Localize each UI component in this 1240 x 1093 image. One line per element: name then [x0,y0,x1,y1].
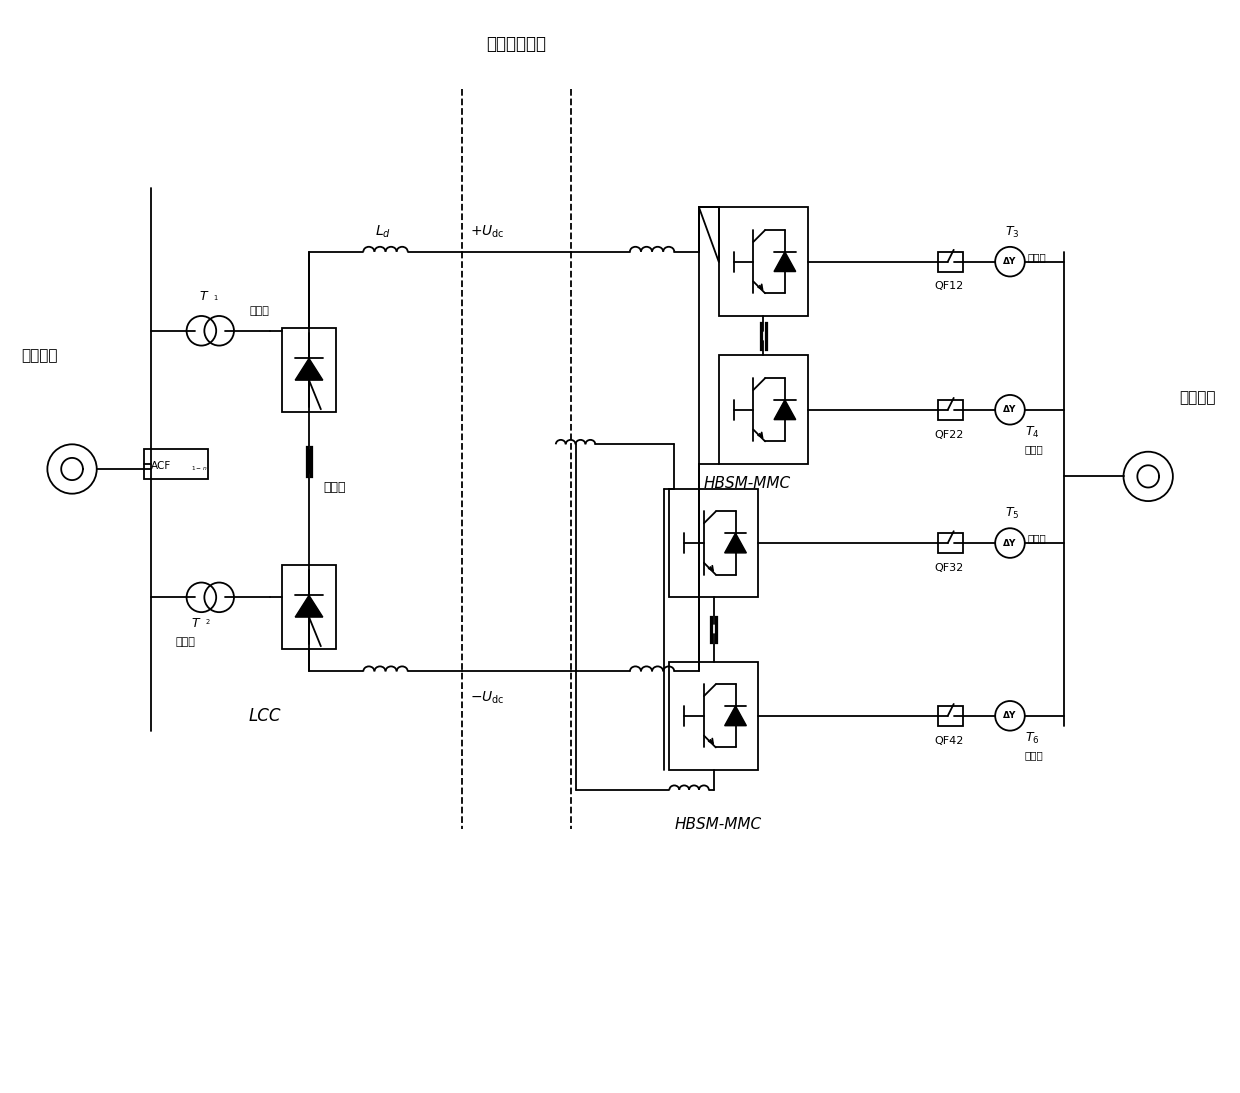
Text: 交流系统: 交流系统 [21,348,58,363]
Text: QF32: QF32 [934,563,963,573]
Text: QF42: QF42 [934,736,963,745]
Text: T: T [192,618,200,630]
Polygon shape [724,533,746,553]
Text: HBSM-MMC: HBSM-MMC [675,816,761,832]
Text: HBSM-MMC: HBSM-MMC [704,477,791,492]
Bar [939,706,963,726]
Text: $-U_{\rm dc}$: $-U_{\rm dc}$ [470,690,505,706]
Text: T$_3$: T$_3$ [1006,225,1019,240]
Bar [670,489,758,598]
Bar [719,208,807,316]
Text: ACF: ACF [151,461,171,471]
Bar [939,533,963,553]
Text: T: T [200,290,207,303]
Text: $\mathit{L}_d$: $\mathit{L}_d$ [374,224,391,240]
Text: $_{1-n}$: $_{1-n}$ [191,465,207,473]
Text: ΔY: ΔY [1003,539,1017,548]
Text: 换流变: 换流变 [1028,251,1047,261]
Bar [719,355,807,465]
Text: ΔY: ΔY [1003,712,1017,720]
Bar [939,251,963,271]
Text: 交流系统: 交流系统 [1179,390,1215,404]
Bar [281,328,336,412]
Text: T$_5$: T$_5$ [1006,506,1019,521]
Text: 接地极: 接地极 [324,481,346,494]
Text: $+U_{\rm dc}$: $+U_{\rm dc}$ [470,224,505,240]
Text: 换流变: 换流变 [1028,533,1047,543]
Text: QF22: QF22 [934,430,963,439]
Text: 换流变: 换流变 [1024,445,1044,455]
Polygon shape [724,706,746,726]
Text: T$_4$: T$_4$ [1024,424,1039,439]
Polygon shape [774,251,796,271]
Text: $_2$: $_2$ [206,618,211,627]
Text: 换流变: 换流变 [1024,751,1044,761]
Text: T$_6$: T$_6$ [1024,730,1039,745]
Text: 换流变: 换流变 [176,637,196,647]
Bar [281,565,336,649]
Polygon shape [295,596,322,618]
Text: ΔY: ΔY [1003,257,1017,267]
Bar [670,661,758,771]
Bar [144,449,208,479]
Polygon shape [774,400,796,420]
Text: QF12: QF12 [934,281,963,292]
Text: $_1$: $_1$ [213,293,219,303]
Polygon shape [295,359,322,380]
Text: LCC: LCC [248,707,280,725]
Text: 直流输电线路: 直流输电线路 [486,35,547,54]
Text: 换流变: 换流变 [249,306,269,316]
Bar [939,400,963,420]
Text: ΔY: ΔY [1003,406,1017,414]
